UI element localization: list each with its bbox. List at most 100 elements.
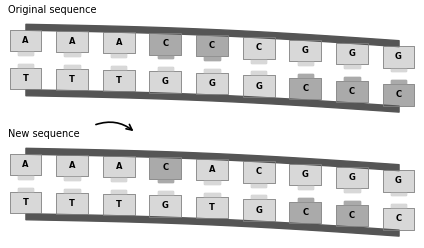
Bar: [150, 33, 181, 55]
Text: C: C: [162, 39, 168, 48]
Bar: [383, 84, 415, 106]
Polygon shape: [56, 56, 88, 65]
Bar: [336, 43, 368, 64]
Text: C: C: [209, 41, 215, 50]
Polygon shape: [196, 184, 228, 193]
Text: G: G: [395, 176, 402, 185]
Polygon shape: [290, 65, 321, 74]
Bar: [243, 37, 275, 59]
Polygon shape: [391, 67, 406, 71]
Text: C: C: [302, 208, 308, 217]
Bar: [196, 197, 228, 218]
Bar: [103, 32, 135, 53]
Text: C: C: [396, 91, 402, 99]
Text: Original sequence: Original sequence: [8, 5, 97, 15]
Polygon shape: [158, 67, 173, 71]
Bar: [243, 199, 275, 221]
Bar: [56, 193, 88, 214]
Polygon shape: [344, 188, 360, 192]
Bar: [10, 30, 42, 51]
Text: G: G: [209, 79, 215, 88]
Polygon shape: [111, 190, 126, 194]
Text: New sequence: New sequence: [8, 129, 80, 139]
Polygon shape: [158, 191, 173, 195]
Polygon shape: [251, 195, 266, 199]
Text: C: C: [302, 84, 308, 93]
Bar: [243, 161, 275, 183]
Polygon shape: [298, 198, 313, 202]
Polygon shape: [204, 69, 220, 73]
Bar: [196, 73, 228, 94]
Bar: [103, 156, 135, 177]
Polygon shape: [18, 188, 33, 192]
Polygon shape: [251, 71, 266, 75]
Polygon shape: [111, 177, 126, 181]
Bar: [150, 195, 181, 217]
Text: T: T: [69, 75, 75, 84]
Polygon shape: [391, 80, 406, 84]
Polygon shape: [196, 60, 228, 69]
Polygon shape: [18, 51, 33, 55]
Polygon shape: [18, 175, 33, 179]
Polygon shape: [158, 179, 173, 183]
Polygon shape: [298, 185, 313, 189]
Polygon shape: [243, 62, 275, 71]
Bar: [336, 81, 368, 102]
Bar: [56, 31, 88, 52]
Text: G: G: [162, 77, 169, 87]
Polygon shape: [344, 201, 360, 205]
Bar: [103, 194, 135, 215]
Polygon shape: [103, 57, 135, 66]
Bar: [290, 78, 321, 99]
Polygon shape: [251, 71, 266, 75]
Polygon shape: [150, 183, 181, 191]
Bar: [10, 68, 42, 89]
Polygon shape: [18, 64, 33, 68]
Polygon shape: [18, 51, 33, 55]
Polygon shape: [298, 185, 313, 189]
Bar: [10, 30, 42, 51]
Polygon shape: [64, 65, 80, 69]
Bar: [290, 78, 321, 99]
Text: G: G: [349, 49, 355, 58]
Polygon shape: [204, 180, 220, 184]
Bar: [103, 32, 135, 53]
Polygon shape: [204, 69, 220, 73]
Polygon shape: [344, 188, 360, 192]
Polygon shape: [56, 180, 88, 189]
Bar: [196, 73, 228, 94]
Polygon shape: [344, 201, 360, 205]
Polygon shape: [298, 61, 313, 65]
Polygon shape: [298, 198, 313, 202]
Text: A: A: [22, 160, 29, 169]
Text: G: G: [302, 46, 309, 55]
Bar: [383, 46, 415, 67]
Bar: [150, 157, 181, 179]
Bar: [150, 195, 181, 217]
Bar: [56, 193, 88, 214]
Bar: [383, 170, 415, 191]
Text: T: T: [69, 199, 75, 208]
Text: A: A: [22, 36, 29, 45]
Bar: [196, 159, 228, 180]
Bar: [103, 194, 135, 215]
Text: T: T: [22, 74, 28, 83]
Polygon shape: [111, 177, 126, 181]
Polygon shape: [204, 180, 220, 184]
Polygon shape: [64, 189, 80, 193]
Polygon shape: [298, 61, 313, 65]
Bar: [150, 71, 181, 93]
Polygon shape: [158, 67, 173, 71]
Text: T: T: [116, 200, 122, 209]
Bar: [383, 46, 415, 67]
Polygon shape: [18, 188, 33, 192]
Text: T: T: [22, 198, 28, 207]
Bar: [243, 37, 275, 59]
Polygon shape: [391, 191, 406, 195]
Bar: [290, 164, 321, 185]
Bar: [196, 35, 228, 56]
Polygon shape: [64, 65, 80, 69]
Polygon shape: [111, 66, 126, 70]
Bar: [336, 167, 368, 188]
Text: A: A: [69, 37, 75, 46]
